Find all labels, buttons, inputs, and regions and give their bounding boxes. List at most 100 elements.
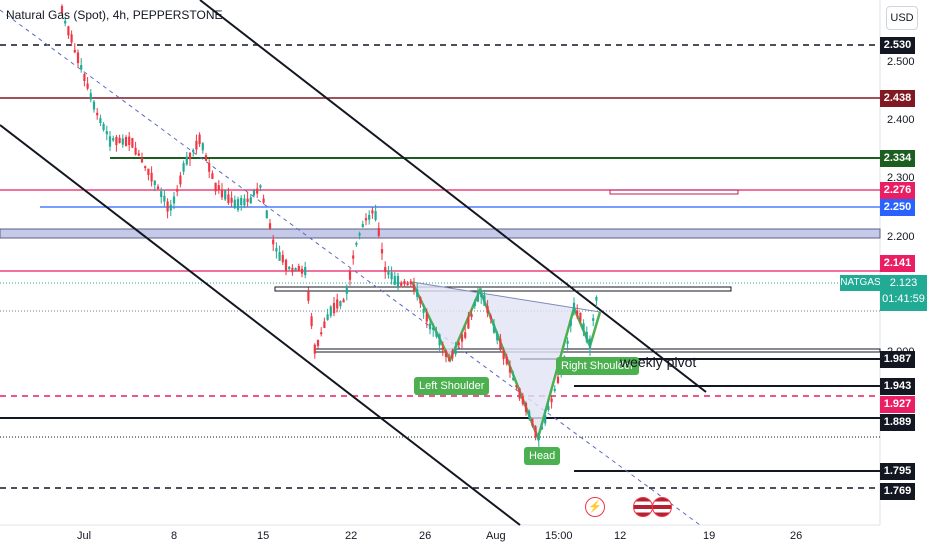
candle-body — [345, 286, 348, 294]
candle-body — [582, 323, 585, 330]
candle-body — [467, 317, 470, 329]
candle-body — [195, 140, 198, 150]
candle-body — [83, 74, 86, 81]
candle-body — [512, 377, 515, 380]
time-tick: 15 — [257, 530, 270, 542]
earnings-bolt-icon[interactable]: ⚡ — [585, 497, 605, 517]
candle-body — [534, 426, 537, 437]
candle-body — [588, 338, 592, 350]
candle-body — [102, 123, 105, 130]
candle-body — [476, 292, 480, 302]
candle-body — [595, 297, 598, 301]
candle-body — [140, 158, 144, 163]
candle-body — [278, 252, 281, 261]
candle-body — [67, 26, 70, 36]
candle-body — [537, 435, 540, 441]
candle-body — [265, 210, 268, 219]
candle-body — [544, 415, 547, 424]
head-label[interactable]: Head — [524, 447, 561, 465]
candle-body — [166, 201, 169, 212]
level-tag: 1.769 — [880, 483, 915, 500]
time-tick: 26 — [419, 530, 432, 542]
candle-body — [89, 93, 92, 100]
candle-body — [316, 339, 320, 347]
us-flag-icon[interactable] — [652, 497, 672, 517]
candle-body — [243, 198, 246, 206]
candle-body — [128, 136, 131, 145]
candle-body — [108, 136, 112, 147]
time-tick: 22 — [345, 530, 358, 542]
candle-body — [585, 331, 588, 342]
candle-body — [256, 188, 259, 194]
candle-body — [377, 227, 380, 237]
candle-body — [592, 318, 595, 321]
candle-body — [300, 268, 304, 274]
weekly-pivot-label[interactable]: weekly pivot — [620, 354, 697, 370]
head-shoulders-area — [412, 282, 600, 438]
candle-body — [185, 156, 188, 165]
left-shoulder-label[interactable]: Left Shoulder — [414, 377, 490, 395]
level-tag: 1.889 — [880, 414, 915, 431]
level-tag: 2.334 — [880, 150, 915, 167]
candle-body — [291, 267, 294, 273]
level-tag: 2.250 — [880, 199, 915, 216]
candle-body — [348, 271, 352, 280]
candle-body — [387, 270, 390, 275]
candle-body — [553, 388, 556, 392]
candle-body — [99, 118, 102, 124]
candle-body — [313, 344, 316, 354]
candle-body — [457, 342, 460, 346]
candle-body — [409, 281, 412, 285]
bar-countdown: 01:41:59 — [882, 293, 925, 305]
candle-body — [211, 173, 214, 179]
time-tick: 26 — [790, 530, 803, 542]
candle-body — [134, 147, 137, 155]
candle-body — [326, 314, 329, 321]
candle-body — [80, 65, 83, 70]
time-tick: 12 — [614, 530, 627, 542]
candle-body — [272, 239, 275, 245]
candle-body — [227, 194, 230, 204]
candle-body — [252, 190, 256, 196]
candle-body — [483, 295, 486, 306]
time-tick: 19 — [703, 530, 716, 542]
candle-body — [508, 367, 512, 373]
candle-body — [339, 301, 342, 307]
candle-body — [320, 332, 323, 335]
candle-body — [342, 299, 345, 303]
candle-body — [304, 267, 307, 276]
candle-body — [438, 335, 441, 346]
candle-body — [188, 152, 192, 160]
candle-body — [336, 299, 339, 309]
candle-body — [288, 266, 291, 269]
us-flag-icon[interactable] — [633, 497, 653, 517]
currency-button[interactable]: USD — [886, 6, 918, 30]
candle-body — [576, 310, 579, 315]
candle-body — [451, 350, 454, 359]
candle-body — [105, 131, 108, 135]
candle-body — [556, 376, 560, 384]
candle-body — [499, 338, 502, 349]
candle-body — [156, 186, 160, 190]
candle-body — [505, 356, 508, 365]
symbol-tag: NATGAS — [840, 275, 881, 291]
candle-body — [236, 199, 240, 210]
candle-body — [115, 136, 118, 146]
right-shoulder-label[interactable]: Right Shoulder — [556, 357, 639, 375]
candle-body — [160, 191, 163, 198]
candle-body — [323, 321, 326, 328]
candle-body — [268, 223, 272, 230]
candle-body — [233, 199, 236, 209]
candle-body — [528, 411, 531, 419]
candle-body — [572, 302, 576, 313]
chart-title: Natural Gas (Spot), 4h, PEPPERSTONE — [6, 8, 223, 22]
price-tick: 2.200 — [887, 231, 915, 243]
candle-body — [486, 306, 489, 314]
candle-body — [153, 180, 156, 186]
candle-body — [361, 224, 364, 228]
level-tag: 1.927 — [880, 396, 915, 413]
candle-body — [352, 255, 355, 259]
candle-body — [182, 163, 185, 172]
candle-body — [502, 350, 505, 360]
